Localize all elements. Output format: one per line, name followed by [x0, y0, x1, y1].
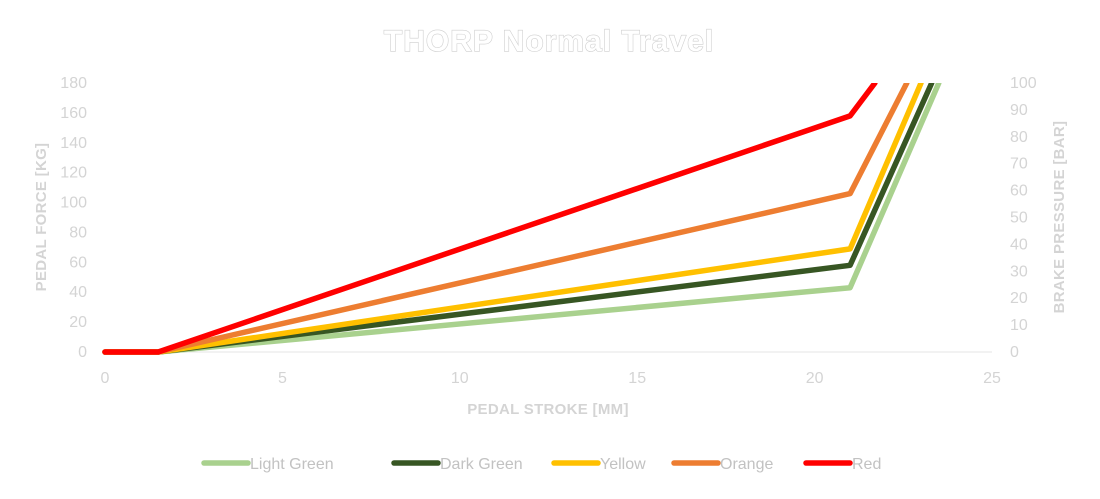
legend-item: Orange — [671, 456, 773, 473]
series-lines — [102, 83, 942, 355]
y2-tick-label: 100 — [1010, 75, 1037, 92]
y2-tick-label: 60 — [1010, 183, 1028, 200]
y2-tick-label: 50 — [1010, 210, 1028, 227]
y2-tick-label: 30 — [1010, 263, 1028, 280]
y2-tick-label: 70 — [1010, 156, 1028, 173]
y-tick-label: 20 — [69, 314, 87, 331]
legend-item: Dark Green — [391, 456, 523, 473]
legend-label: Red — [852, 456, 881, 473]
x-tick-label: 10 — [451, 370, 469, 387]
x-tick-label: 5 — [278, 370, 287, 387]
y-tick-label: 120 — [60, 165, 87, 182]
y-tick-label: 100 — [60, 195, 87, 212]
legend: Light Green Dark Green Yellow Orange Red — [201, 456, 881, 473]
y-tick-label: 40 — [69, 284, 87, 301]
x-tick-label: 0 — [101, 370, 110, 387]
legend-label: Orange — [720, 456, 773, 473]
x-tick-label: 25 — [983, 370, 1001, 387]
y2-tick-label: 20 — [1010, 290, 1028, 307]
y2-tick-label: 40 — [1010, 236, 1028, 253]
legend-label: Yellow — [600, 456, 646, 473]
y-axis-label: PEDAL FORCE [KG] — [33, 143, 50, 292]
legend-label: Dark Green — [440, 456, 523, 473]
series-line-light-green — [102, 83, 942, 355]
y-tick-label: 60 — [69, 254, 87, 271]
x-axis-label: PEDAL STROKE [MM] — [467, 401, 629, 418]
x-axis-ticks: 0 5 10 15 20 25 — [101, 370, 1001, 387]
y-tick-label: 180 — [60, 75, 87, 92]
x-tick-label: 20 — [806, 370, 824, 387]
series-line-orange — [102, 83, 910, 355]
y-tick-label: 80 — [69, 224, 87, 241]
y2-tick-label: 90 — [1010, 102, 1028, 119]
series-line-red — [102, 83, 878, 355]
legend-label: Light Green — [250, 456, 334, 473]
y-axis-ticks: 0 20 40 60 80 100 120 140 160 180 — [60, 75, 87, 361]
legend-item: Light Green — [201, 456, 334, 473]
y2-axis-label: BRAKE PRESSURE [BAR] — [1051, 121, 1068, 314]
y-tick-label: 0 — [78, 344, 87, 361]
y2-tick-label: 0 — [1010, 344, 1019, 361]
x-tick-label: 15 — [628, 370, 646, 387]
y2-tick-label: 10 — [1010, 317, 1028, 334]
series-line-dark-green — [102, 83, 935, 355]
legend-item: Red — [803, 456, 881, 473]
legend-item: Yellow — [551, 456, 646, 473]
series-line-yellow — [102, 83, 924, 355]
y-tick-label: 160 — [60, 105, 87, 122]
chart-title: THORP Normal Travel — [384, 25, 714, 58]
y2-tick-label: 80 — [1010, 129, 1028, 146]
y-tick-label: 140 — [60, 135, 87, 152]
y2-axis-ticks: 0 10 20 30 40 50 60 70 80 90 100 — [1010, 75, 1037, 361]
